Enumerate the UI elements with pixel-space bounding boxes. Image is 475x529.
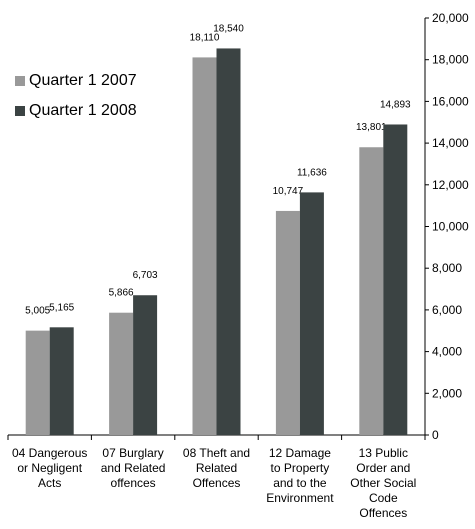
data-label: 5,165 [49,302,74,313]
x-tick-label-line: to Property [271,461,330,475]
x-tick-label-line: Offences [193,476,241,490]
x-tick-label: 13 Public Order and Other Social Code Offenc… [350,446,416,520]
x-tick-label-line: Offences [359,506,407,520]
legend-swatch-2007 [15,76,25,86]
data-label: 18,110 [190,32,220,43]
legend-item-2008: Quarter 1 2008 [15,102,137,120]
y-tick-label: 14,000 [432,136,469,150]
bar [133,295,158,435]
y-tick-label: 16,000 [432,94,469,108]
x-tick-label: 04 Dangerous or Negligent Acts [12,446,87,490]
x-tick-label-line: Order and [356,461,410,475]
data-label: 5,005 [25,306,50,317]
y-tick-label: 4,000 [432,345,462,359]
x-tick-label-line: 12 Damage [269,446,331,460]
y-tick-label: 6,000 [432,303,462,317]
data-label: 11,636 [297,167,327,178]
y-tick-label: 8,000 [432,261,462,275]
x-tick-label-line: 13 Public [359,446,408,460]
bar [383,124,408,435]
data-label: 5,866 [109,288,134,299]
x-tick-label-line: 08 Theft and [183,446,250,460]
bar [216,48,241,435]
bar [359,147,384,435]
y-tick-label: 12,000 [432,178,469,192]
x-tick-label-line: Related [196,461,237,475]
x-tick-label-line: Acts [38,476,61,490]
legend-swatch-2008 [15,106,25,116]
x-tick-label-line: Environment [266,491,334,505]
x-tick-label: 12 Damage to Property and to the Environmen… [266,446,334,505]
x-tick-label-line: Other Social [350,476,416,490]
x-tick-label: 07 Burglary and Related offences [101,446,166,490]
legend-label-2007: Quarter 1 2007 [29,72,137,89]
y-tick-label: 10,000 [432,220,469,234]
x-tick-label-line: Code [369,491,398,505]
x-tick-label-line: 04 Dangerous [12,446,87,460]
y-tick-label: 0 [432,428,439,442]
x-tick-label-line: 07 Burglary [102,446,163,460]
x-tick-label-line: or Negligent [17,461,82,475]
data-label: 6,703 [133,270,158,281]
data-label: 18,540 [213,23,244,34]
bar [109,312,134,435]
bar [49,327,74,435]
x-tick-label: 08 Theft and Related Offences [183,446,250,490]
bar [299,192,324,435]
bar [192,57,217,436]
x-tick-label-line: offences [111,476,156,490]
data-label: 10,747 [273,186,304,197]
bar [275,210,300,435]
legend-item-2007: Quarter 1 2007 [15,72,137,90]
data-label: 13,801 [356,122,387,133]
bar [25,330,50,435]
y-tick-label: 18,000 [432,53,469,67]
legend-label-2008: Quarter 1 2008 [29,102,137,119]
data-label: 14,893 [380,99,411,110]
x-tick-label-line: and Related [101,461,166,475]
x-tick-label-line: and to the [273,476,327,490]
y-tick-label: 20,000 [432,11,469,25]
y-tick-label: 2,000 [432,386,462,400]
